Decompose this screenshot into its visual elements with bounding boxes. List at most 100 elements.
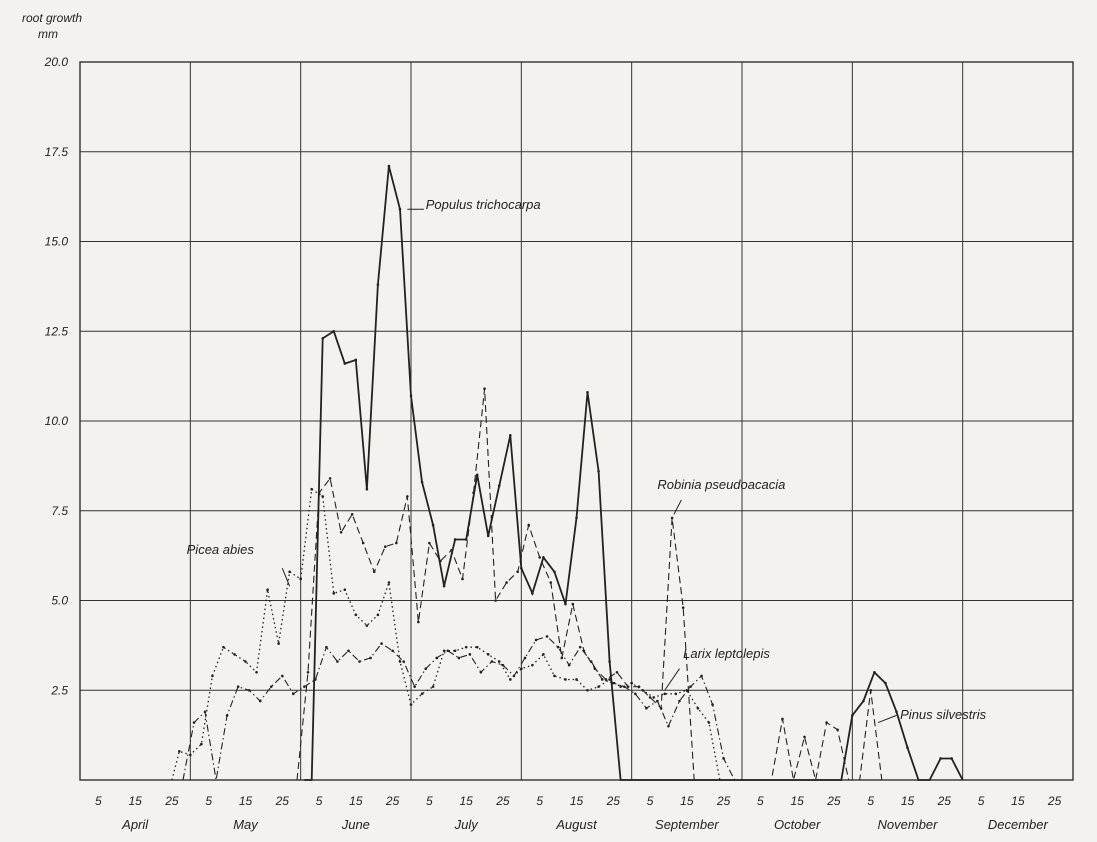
x-tick-label: 5	[647, 794, 654, 808]
data-point	[457, 656, 461, 660]
data-point	[468, 653, 472, 656]
data-point	[509, 678, 512, 681]
series-line	[296, 388, 883, 781]
data-point	[696, 706, 700, 710]
data-point	[442, 649, 446, 653]
y-tick-label: 17.5	[45, 145, 69, 159]
data-point	[711, 703, 714, 706]
x-tick-label: 5	[536, 794, 543, 808]
series-label: Larix leptolepis	[683, 646, 770, 661]
data-point	[233, 653, 236, 656]
y-tick-label: 2.5	[50, 683, 68, 697]
data-point	[648, 696, 652, 699]
x-tick-label: 15	[459, 794, 473, 808]
series-line	[182, 635, 736, 781]
data-point	[266, 588, 269, 592]
data-point	[383, 545, 387, 548]
data-point	[645, 706, 648, 710]
x-tick-label: 15	[1011, 794, 1025, 808]
data-point	[586, 688, 589, 692]
data-point	[376, 283, 380, 286]
data-point	[394, 541, 398, 545]
leader-line	[673, 499, 682, 515]
data-point	[406, 495, 409, 498]
x-tick-label: 25	[826, 794, 841, 808]
data-point	[564, 602, 567, 606]
data-point	[545, 635, 549, 638]
x-tick-label: 25	[164, 794, 179, 808]
data-point	[641, 688, 644, 692]
data-point	[428, 541, 431, 545]
data-point	[608, 660, 611, 663]
data-point	[523, 656, 527, 660]
data-point	[626, 685, 630, 688]
data-point	[851, 714, 854, 717]
data-point	[398, 660, 402, 663]
data-point	[534, 638, 538, 642]
data-point	[431, 685, 435, 688]
data-point	[542, 653, 545, 656]
data-point	[424, 667, 428, 671]
data-point	[597, 469, 600, 473]
data-point	[670, 516, 674, 520]
data-point	[505, 581, 508, 584]
data-point	[472, 491, 475, 495]
month-label: June	[341, 817, 370, 832]
data-point	[277, 642, 280, 645]
data-point	[435, 656, 439, 660]
data-point	[269, 685, 273, 688]
data-point	[619, 685, 622, 688]
data-point	[343, 362, 347, 365]
data-point	[442, 584, 446, 588]
data-point	[531, 592, 534, 595]
data-point	[586, 390, 589, 394]
month-label: October	[774, 817, 821, 832]
data-point	[203, 710, 207, 714]
series-line	[304, 165, 964, 781]
data-point	[321, 337, 325, 340]
data-point	[288, 570, 291, 574]
data-point	[589, 660, 593, 663]
x-tick-label: 5	[867, 794, 874, 808]
data-point	[446, 649, 450, 653]
data-point	[615, 671, 619, 674]
data-point	[494, 599, 497, 602]
series-label: Robinia pseudoacacia	[657, 477, 785, 492]
data-point	[722, 757, 725, 760]
data-point	[464, 538, 468, 541]
data-point	[571, 602, 575, 606]
data-point	[189, 753, 192, 757]
data-point	[600, 678, 604, 681]
x-tick-label: 5	[978, 794, 985, 808]
data-point	[339, 530, 343, 534]
data-point	[420, 692, 424, 696]
data-point	[255, 671, 258, 674]
y-axis-unit: mm	[38, 27, 58, 41]
data-point	[512, 674, 516, 678]
data-point	[553, 570, 556, 574]
data-point	[553, 674, 556, 678]
data-point	[200, 742, 203, 746]
data-point	[700, 674, 703, 678]
y-axis-label: root growth	[22, 11, 82, 25]
data-point	[939, 757, 942, 760]
leader-line	[664, 668, 680, 691]
data-point	[402, 660, 405, 663]
data-point	[597, 685, 600, 688]
plot-frame	[79, 61, 1074, 781]
data-point	[520, 667, 523, 671]
series-line	[171, 488, 721, 781]
month-label: May	[233, 817, 259, 832]
data-point	[178, 749, 181, 753]
data-point	[479, 671, 483, 674]
y-tick-label: 15.0	[45, 235, 69, 249]
data-point	[497, 484, 501, 487]
data-point	[667, 724, 670, 728]
data-point	[549, 581, 553, 584]
x-tick-label: 25	[716, 794, 731, 808]
x-tick-label: 25	[606, 794, 621, 808]
data-point	[652, 696, 656, 699]
data-point	[611, 681, 615, 685]
x-tick-label: 25	[937, 794, 952, 808]
